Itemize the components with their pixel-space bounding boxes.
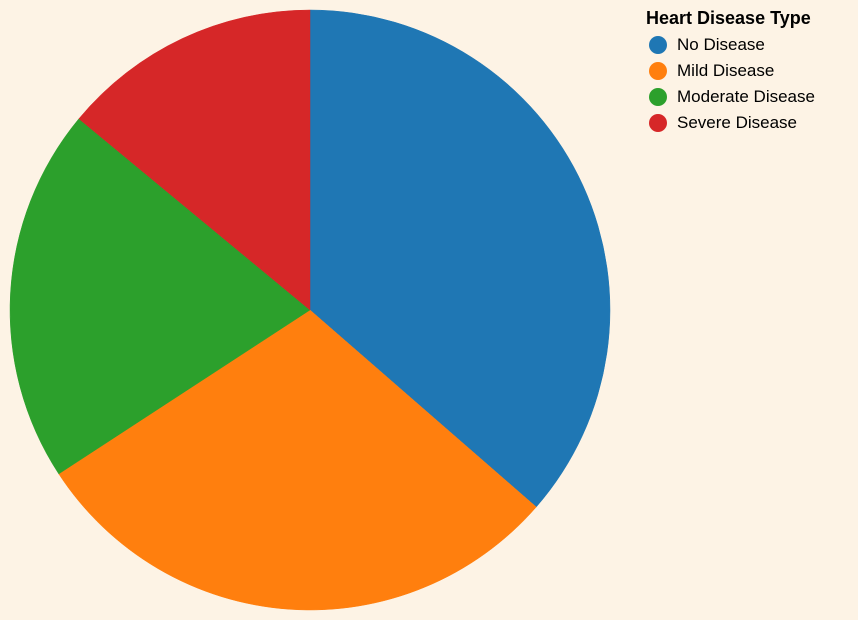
legend-label-severe-disease: Severe Disease [677,113,798,132]
legend-swatch-mild-disease [649,62,667,80]
legend-swatch-moderate-disease [649,88,667,106]
legend-label-mild-disease: Mild Disease [677,61,775,80]
legend-title: Heart Disease Type [646,8,811,28]
legend-item-moderate-disease: Moderate Disease [649,84,815,110]
legend-label-moderate-disease: Moderate Disease [677,87,815,106]
legend-swatch-no-disease [649,36,667,54]
pie-slice-severe-disease [78,9,311,311]
legend-item-no-disease: No Disease [649,32,815,58]
pie-slice-mild-disease [58,309,537,611]
legend-label-no-disease: No Disease [677,35,765,54]
pie-slice-no-disease [309,9,611,508]
pie-slice-moderate-disease [9,118,311,475]
legend: Heart Disease Type No Disease Mild Disea… [646,8,815,136]
legend-swatch-severe-disease [649,114,667,132]
legend-item-mild-disease: Mild Disease [649,58,815,84]
legend-item-severe-disease: Severe Disease [649,110,815,136]
